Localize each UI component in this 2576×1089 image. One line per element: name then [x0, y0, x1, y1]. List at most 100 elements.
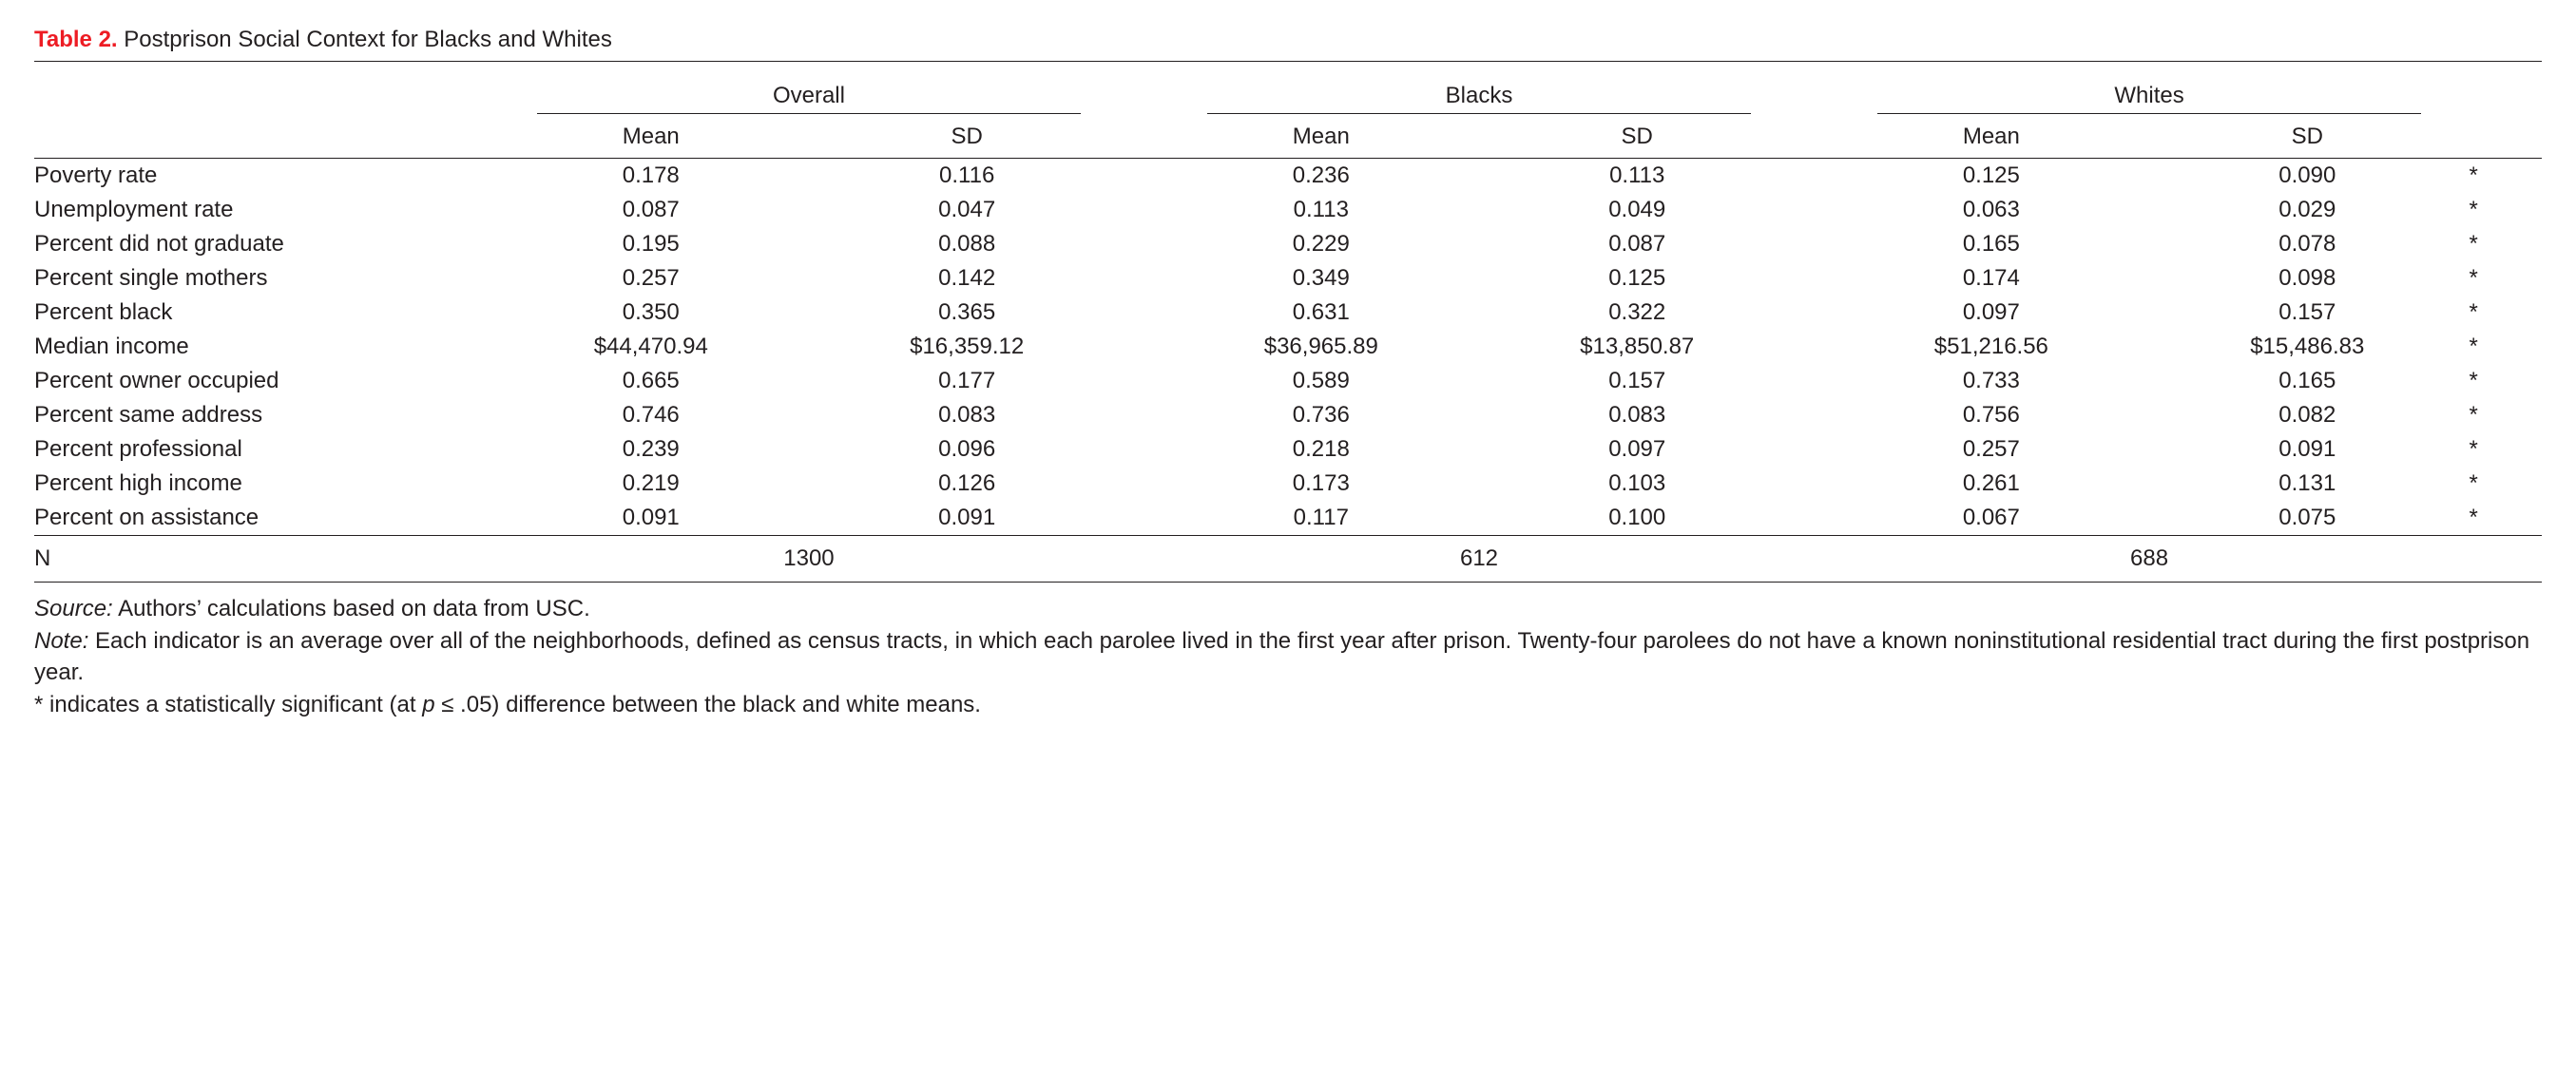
group-header-whites: Whites	[1834, 79, 2466, 118]
cell-whites-sd: 0.082	[2149, 398, 2465, 432]
cell-blacks-sd: $13,850.87	[1479, 330, 1795, 364]
cell-overall-sd: 0.088	[809, 227, 1125, 261]
cell-whites-mean: 0.063	[1834, 193, 2149, 227]
subhead-whites-mean: Mean	[1834, 118, 2149, 159]
cell-blacks-mean: $36,965.89	[1163, 330, 1479, 364]
cell-whites-sd: 0.090	[2149, 159, 2465, 194]
cell-blacks-sd: 0.049	[1479, 193, 1795, 227]
cell-overall-sd: 0.365	[809, 296, 1125, 330]
table-body: Poverty rate0.1780.1160.2360.1130.1250.0…	[34, 159, 2542, 536]
table-row: Unemployment rate0.0870.0470.1130.0490.0…	[34, 193, 2542, 227]
cell-significance: *	[2465, 159, 2542, 194]
cell-overall-mean: 0.665	[493, 364, 809, 398]
cell-whites-mean: 0.257	[1834, 432, 2149, 467]
cell-blacks-sd: 0.083	[1479, 398, 1795, 432]
group-header-blacks: Blacks	[1163, 79, 1796, 118]
note-text: Each indicator is an average over all of…	[34, 628, 2529, 684]
cell-blacks-sd: 0.125	[1479, 261, 1795, 296]
cell-whites-sd: 0.165	[2149, 364, 2465, 398]
cell-significance: *	[2465, 330, 2542, 364]
row-label: Poverty rate	[34, 159, 493, 194]
cell-blacks-mean: 0.229	[1163, 227, 1479, 261]
cell-significance: *	[2465, 364, 2542, 398]
table-title-row: Table 2. Postprison Social Context for B…	[34, 27, 2542, 62]
cell-significance: *	[2465, 296, 2542, 330]
row-label: Percent same address	[34, 398, 493, 432]
cell-overall-sd: 0.083	[809, 398, 1125, 432]
cell-whites-mean: 0.165	[1834, 227, 2149, 261]
cell-overall-mean: 0.746	[493, 398, 809, 432]
cell-whites-mean: 0.067	[1834, 501, 2149, 536]
cell-blacks-sd: 0.113	[1479, 159, 1795, 194]
cell-overall-mean: 0.219	[493, 467, 809, 501]
table-row: Percent black0.3500.3650.6310.3220.0970.…	[34, 296, 2542, 330]
cell-blacks-sd: 0.103	[1479, 467, 1795, 501]
cell-whites-mean: 0.125	[1834, 159, 2149, 194]
row-label: Unemployment rate	[34, 193, 493, 227]
cell-significance: *	[2465, 227, 2542, 261]
cell-whites-sd: 0.078	[2149, 227, 2465, 261]
table-label: Table 2.	[34, 27, 118, 52]
cell-whites-mean: 0.756	[1834, 398, 2149, 432]
cell-blacks-sd: 0.097	[1479, 432, 1795, 467]
cell-significance: *	[2465, 501, 2542, 536]
table-row: Percent professional0.2390.0960.2180.097…	[34, 432, 2542, 467]
subhead-blacks-sd: SD	[1479, 118, 1795, 159]
cell-whites-mean: $51,216.56	[1834, 330, 2149, 364]
cell-blacks-sd: 0.100	[1479, 501, 1795, 536]
n-whites: 688	[1834, 536, 2466, 583]
statistics-table: Table 2. Postprison Social Context for B…	[34, 27, 2542, 721]
cell-overall-mean: 0.350	[493, 296, 809, 330]
cell-whites-mean: 0.097	[1834, 296, 2149, 330]
cell-overall-mean: 0.239	[493, 432, 809, 467]
sig-note-ital: p	[422, 692, 434, 717]
cell-blacks-sd: 0.157	[1479, 364, 1795, 398]
cell-overall-sd: 0.116	[809, 159, 1125, 194]
cell-significance: *	[2465, 467, 2542, 501]
cell-blacks-mean: 0.631	[1163, 296, 1479, 330]
sig-note-prefix: * indicates a statistically significant …	[34, 692, 422, 717]
table-title-text: Postprison Social Context for Blacks and…	[124, 27, 612, 52]
table-row: Percent did not graduate0.1950.0880.2290…	[34, 227, 2542, 261]
table-n-body: N 1300 612 688	[34, 536, 2542, 583]
cell-overall-mean: 0.195	[493, 227, 809, 261]
row-label: Percent high income	[34, 467, 493, 501]
cell-blacks-mean: 0.736	[1163, 398, 1479, 432]
source-text: Authors’ calculations based on data from…	[113, 596, 590, 621]
subhead-whites-sd: SD	[2149, 118, 2465, 159]
n-blacks: 612	[1163, 536, 1796, 583]
cell-overall-mean: 0.087	[493, 193, 809, 227]
cell-blacks-mean: 0.589	[1163, 364, 1479, 398]
table-row: Percent owner occupied0.6650.1770.5890.1…	[34, 364, 2542, 398]
cell-overall-sd: 0.096	[809, 432, 1125, 467]
cell-blacks-sd: 0.087	[1479, 227, 1795, 261]
cell-overall-sd: $16,359.12	[809, 330, 1125, 364]
source-label: Source:	[34, 596, 113, 621]
cell-blacks-mean: 0.218	[1163, 432, 1479, 467]
table-row: Poverty rate0.1780.116 0.2360.113 0.1250.0…	[34, 159, 2542, 194]
table-notes: Source: Authors’ calculations based on d…	[34, 583, 2542, 721]
subhead-overall-mean: Mean	[493, 118, 809, 159]
row-label: Median income	[34, 330, 493, 364]
source-note: Source: Authors’ calculations based on d…	[34, 594, 2542, 624]
table-row: Percent same address0.7460.0830.7360.083…	[34, 398, 2542, 432]
n-overall: 1300	[493, 536, 1125, 583]
cell-significance: *	[2465, 261, 2542, 296]
row-label: Percent owner occupied	[34, 364, 493, 398]
table-row: Percent on assistance0.0910.0910.1170.10…	[34, 501, 2542, 536]
sub-header-row: Mean SD Mean SD Mean SD	[34, 118, 2542, 159]
method-note: Note: Each indicator is an average over …	[34, 626, 2542, 688]
table-row: Percent high income0.2190.1260.1730.1030…	[34, 467, 2542, 501]
cell-overall-sd: 0.142	[809, 261, 1125, 296]
cell-overall-mean: 0.178	[493, 159, 809, 194]
cell-significance: *	[2465, 193, 2542, 227]
row-label: Percent on assistance	[34, 501, 493, 536]
cell-whites-mean: 0.174	[1834, 261, 2149, 296]
cell-whites-sd: 0.157	[2149, 296, 2465, 330]
data-table: Overall Blacks Whites Mean SD Mean SD Me…	[34, 79, 2542, 582]
cell-blacks-mean: 0.236	[1163, 159, 1479, 194]
cell-significance: *	[2465, 398, 2542, 432]
sig-note-suffix: ≤ .05) difference between the black and …	[435, 692, 981, 717]
cell-whites-sd: $15,486.83	[2149, 330, 2465, 364]
cell-whites-sd: 0.098	[2149, 261, 2465, 296]
